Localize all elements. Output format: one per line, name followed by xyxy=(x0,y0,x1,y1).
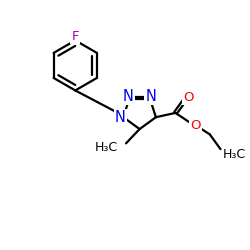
Text: O: O xyxy=(190,119,201,132)
Text: N: N xyxy=(123,88,134,104)
Text: F: F xyxy=(72,30,79,43)
Text: H₃C: H₃C xyxy=(95,141,118,154)
Text: N: N xyxy=(115,110,126,125)
Text: O: O xyxy=(183,91,194,104)
Text: H₃C: H₃C xyxy=(223,148,246,161)
Text: N: N xyxy=(146,88,156,104)
